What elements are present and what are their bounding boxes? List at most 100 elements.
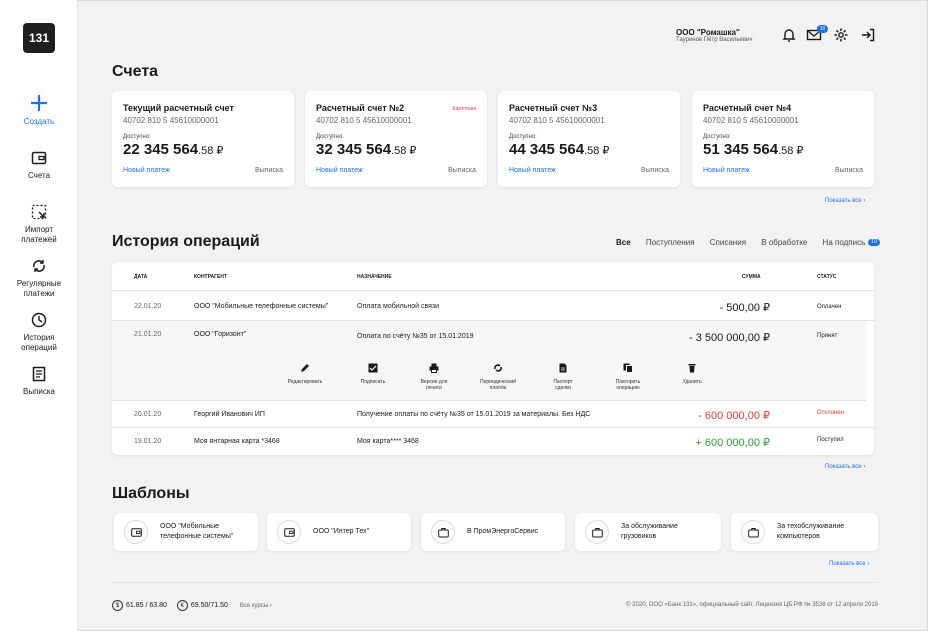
sidebar: 131 Создать Счета Импорт платежей Регуля… (0, 0, 78, 631)
account-card[interactable]: Расчетный счет №4 40702 810 5 4561000000… (692, 91, 874, 187)
templates-show-all-link[interactable]: Показать все › (829, 561, 870, 567)
company-name: ООО "Ромашка" (676, 28, 740, 37)
sidebar-item-label: Импорт платежей (21, 225, 57, 244)
gear-icon[interactable] (833, 27, 849, 43)
recurring-payment-action[interactable]: Периодический платёж (468, 363, 528, 391)
eur-rate: 69.50/71.50 (190, 602, 228, 609)
plus-icon (31, 95, 47, 111)
table-row[interactable]: 19.01.20 Моя янтарная карта *3468 Моя ка… (112, 428, 874, 455)
template-card[interactable]: В ПромЭнергоСервис (421, 513, 565, 551)
company-switcher[interactable]: ООО "Ромашка" Тауринов Пётр Васильевич (676, 28, 753, 43)
account-title: Расчетный счет №4 (703, 103, 792, 113)
filter-to-sign[interactable]: На подпись 10 (823, 238, 880, 247)
clock-icon (31, 312, 47, 328)
table-row[interactable]: 20.01.20 Георгий Иванович ИП Получение о… (112, 401, 874, 428)
new-payment-link[interactable]: Новый платеж (316, 167, 363, 174)
account-card[interactable]: Расчетный счет №2 Картотека 40702 810 5 … (305, 91, 487, 187)
row-sum: - 600 000,00 ₽ (698, 410, 770, 422)
account-number: 40702 810 5 45610000001 (703, 116, 799, 125)
row-counterparty: ООО "Мобильные телефонные системы" (194, 303, 329, 310)
mail-icon[interactable] (806, 27, 822, 43)
print-action[interactable]: Версия для печати (404, 363, 464, 391)
row-date: 20.01.20 (134, 411, 162, 418)
template-card[interactable]: За обслуживание грузовиков (575, 513, 721, 551)
printer-icon (429, 363, 439, 373)
mail-badge: 10 (817, 25, 828, 33)
template-label: ООО "Интер Тех" (313, 528, 370, 535)
edit-action[interactable]: Редактировать (275, 363, 335, 385)
account-card[interactable]: Расчетный счет №3 40702 810 5 4561000000… (498, 91, 680, 187)
briefcase-icon (741, 520, 765, 544)
sidebar-item-history[interactable]: История операций (0, 312, 78, 353)
table-row-expanded[interactable]: 21.01.20 ООО "Горизонт" Оплата по счёту … (112, 321, 866, 401)
filter-all[interactable]: Все (616, 238, 631, 247)
table-row[interactable]: 22.01.20 ООО "Мобильные телефонные систе… (112, 292, 874, 321)
chevron-right-icon: › (867, 561, 870, 567)
pencil-icon (301, 364, 309, 372)
filter-incoming[interactable]: Поступления (645, 238, 695, 247)
statement-link[interactable]: Выписка (834, 167, 863, 174)
history-filters: Все Поступления Списания В обработке На … (616, 238, 880, 247)
footer-divider (112, 582, 878, 583)
row-counterparty: ООО "Горизонт" (194, 331, 247, 338)
import-icon (31, 204, 47, 220)
account-number: 40702 810 5 45610000001 (509, 116, 605, 125)
template-card[interactable]: ООО "Интер Тех" (267, 513, 411, 551)
statement-link[interactable]: Выписка (640, 167, 669, 174)
available-label: Доступно: (123, 134, 151, 140)
card-index-tag: Картотека (452, 106, 476, 112)
new-payment-link[interactable]: Новый платеж (703, 167, 750, 174)
account-balance: 32 345 564.58 ₽ (316, 141, 417, 158)
account-balance: 51 345 564.58 ₽ (703, 141, 804, 158)
row-sum: + 600 000,00 ₽ (695, 437, 770, 449)
sidebar-item-statement[interactable]: Выписка (0, 366, 78, 397)
row-purpose: Оплата по счёту №35 от 15.01.2019 (357, 333, 474, 340)
wallet-icon (277, 520, 301, 544)
row-counterparty: Моя янтарная карта *3468 (194, 438, 280, 445)
deal-passport-action[interactable]: Паспорт сделки (533, 363, 593, 391)
column-status: СТАТУС (817, 274, 837, 280)
row-status: Отклонен (817, 410, 844, 416)
filter-processing[interactable]: В обработке (761, 238, 808, 247)
column-date: ДАТА (134, 274, 148, 280)
account-title: Текущий расчетный счет (123, 103, 234, 113)
usd-rate: 61.85 / 63.80 (126, 602, 167, 609)
row-purpose: Получение оплаты по счёту №35 от 15.01.2… (357, 411, 591, 418)
new-payment-link[interactable]: Новый платеж (123, 167, 170, 174)
delete-action[interactable]: Удалить (662, 363, 722, 385)
sidebar-item-import[interactable]: Импорт платежей (0, 204, 78, 245)
sidebar-item-label: Выписка (22, 387, 55, 396)
file-icon (559, 363, 567, 373)
templates-heading: Шаблоны (112, 485, 190, 502)
history-show-all-link[interactable]: Показать все › (825, 464, 866, 470)
chevron-right-icon: › (863, 198, 866, 204)
repeat-icon (494, 364, 502, 372)
sidebar-item-label: Создать (23, 117, 55, 126)
statement-link[interactable]: Выписка (254, 167, 283, 174)
table-header: ДАТА КОНТРАГЕНТ НАЗНАЧЕНИЕ СУММА СТАТУС (112, 262, 874, 291)
copy-icon (623, 363, 633, 373)
sidebar-item-regular[interactable]: Регулярные платежи (0, 258, 78, 299)
new-payment-link[interactable]: Новый платеж (509, 167, 556, 174)
row-status: Принят (817, 333, 838, 339)
filter-outgoing[interactable]: Списания (709, 238, 747, 247)
statement-link[interactable]: Выписка (447, 167, 476, 174)
account-balance: 22 345 564.58 ₽ (123, 141, 224, 158)
sidebar-item-accounts[interactable]: Счета (0, 150, 78, 181)
sign-action[interactable]: Подписать (343, 363, 403, 385)
template-card[interactable]: За техобслуживание компьютеров (731, 513, 878, 551)
account-card[interactable]: Текущий расчетный счет 40702 810 5 45610… (112, 91, 294, 187)
bell-icon[interactable] (781, 27, 797, 43)
wallet-icon (124, 520, 148, 544)
all-rates-link[interactable]: Все курсы › (239, 602, 272, 609)
template-label: За техобслуживание компьютеров (777, 523, 845, 540)
logout-icon[interactable] (860, 27, 876, 43)
bank-logo[interactable]: 131 (23, 23, 55, 53)
account-number: 40702 810 5 45610000001 (123, 116, 219, 125)
repeat-operation-action[interactable]: Повторить операцию (598, 363, 658, 391)
accounts-show-all-link[interactable]: Показать все › (825, 198, 866, 204)
template-label: ООО "Мобильные телефонные системы" (160, 523, 234, 540)
template-card[interactable]: ООО "Мобильные телефонные системы" (114, 513, 258, 551)
sidebar-item-create[interactable]: Создать (0, 94, 78, 127)
row-purpose: Моя карта**** 3468 (357, 438, 419, 445)
